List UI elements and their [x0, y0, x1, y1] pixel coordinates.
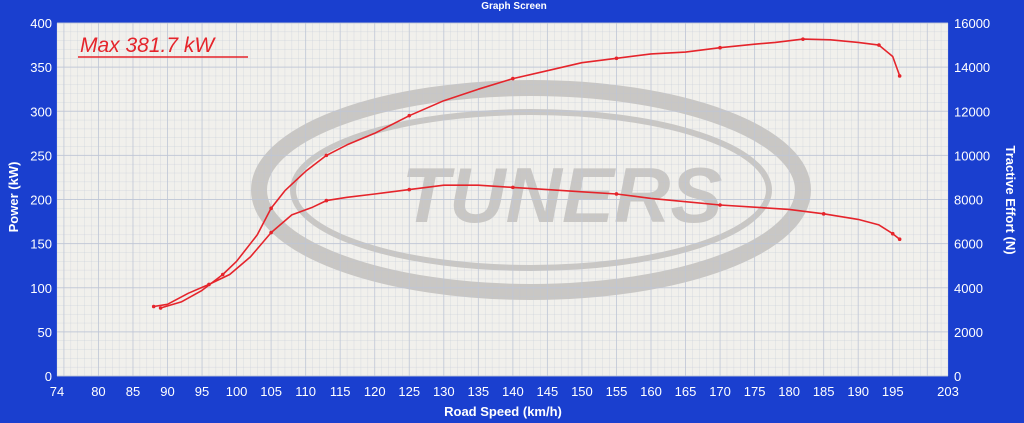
- tractive-effort-point: [151, 304, 156, 309]
- x-tick-label: 185: [813, 384, 835, 399]
- y-tick-label: 200: [30, 193, 52, 208]
- tractive-effort-point: [718, 203, 722, 207]
- x-tick-label: 120: [364, 384, 386, 399]
- y2-axis-title: Tractive Effort (N): [1003, 145, 1018, 254]
- y-tick-label: 100: [30, 281, 52, 296]
- tractive-effort-point: [207, 282, 211, 287]
- power-point: [877, 43, 881, 47]
- x-tick-label: 115: [330, 384, 351, 399]
- x-tick-label: 165: [675, 384, 697, 399]
- tractive-effort-point: [269, 230, 273, 235]
- power-point: [324, 153, 329, 158]
- y2-tick-label: 10000: [954, 148, 990, 163]
- watermark-inner-ellipse: [290, 109, 772, 271]
- y-tick-label: 50: [38, 325, 52, 340]
- x-tick-label: 90: [160, 384, 174, 399]
- x-tick-label: 100: [226, 384, 248, 399]
- x-tick-label: 95: [195, 384, 209, 399]
- x-tick-label: 105: [260, 384, 282, 399]
- x-tick-label: 125: [398, 384, 420, 399]
- power-point: [614, 56, 619, 61]
- series-line-power: [160, 38, 901, 309]
- power-point: [897, 74, 902, 78]
- tractive-effort-point: [511, 185, 515, 190]
- x-tick-label: 155: [606, 384, 628, 399]
- tractive-effort-point: [407, 187, 412, 192]
- y2-tick-label: 16000: [954, 16, 990, 31]
- x-tick-label: 160: [640, 384, 662, 399]
- x-axis-ticks: 74 80 85 90 95 100 105 110 115 120 125 130 135 140 145…: [50, 384, 959, 399]
- series-line-tractive-effort: [153, 184, 901, 308]
- window-title: Graph Screen: [481, 1, 547, 12]
- tractive-effort-point: [614, 192, 619, 196]
- y2-axis-ticks: 0 2000 4000 6000 8000 10000 12000 14000 16000: [954, 16, 990, 384]
- x-tick-label: 130: [433, 384, 455, 399]
- y2-tick-label: 14000: [954, 60, 990, 75]
- watermark-text: TUNERS: [402, 151, 723, 239]
- y2-tick-label: 8000: [954, 193, 983, 208]
- tractive-effort-point: [890, 231, 895, 236]
- y2-tick-label: 2000: [954, 325, 983, 340]
- y-axis-ticks: 0 50 100 150 200 250 300 350 400: [30, 16, 52, 384]
- power-point: [158, 306, 163, 310]
- x-tick-label: 203: [937, 384, 959, 399]
- y2-tick-label: 12000: [954, 104, 990, 119]
- y-tick-label: 350: [30, 60, 52, 75]
- y-tick-label: 250: [30, 148, 52, 163]
- watermark: TUNERS: [251, 80, 811, 300]
- tractive-effort-point: [897, 237, 902, 242]
- y2-tick-label: 6000: [954, 237, 983, 252]
- x-tick-label: 170: [709, 384, 731, 399]
- y2-tick-label: 0: [954, 369, 961, 384]
- x-tick-label: 180: [778, 384, 800, 399]
- x-axis-title: Road Speed (km/h): [444, 404, 562, 419]
- x-tick-label: 145: [537, 384, 559, 399]
- power-point: [511, 76, 515, 81]
- x-tick-label: 74: [50, 384, 64, 399]
- grid-lines: [56, 22, 949, 377]
- x-tick-label: 135: [467, 384, 489, 399]
- x-tick-label: 85: [126, 384, 140, 399]
- x-tick-label: 80: [91, 384, 105, 399]
- tractive-effort-point: [324, 198, 329, 203]
- power-point: [801, 37, 805, 41]
- power-point: [269, 206, 273, 211]
- x-tick-label: 190: [847, 384, 869, 399]
- x-tick-label: 110: [295, 384, 316, 399]
- y-axis-title: Power (kW): [6, 162, 21, 233]
- y2-tick-label: 4000: [954, 281, 983, 296]
- power-point: [718, 45, 722, 50]
- power-point: [220, 272, 225, 277]
- x-tick-label: 195: [882, 384, 904, 399]
- y-tick-label: 400: [30, 16, 52, 31]
- max-power-label: Max 381.7 kW: [80, 34, 216, 57]
- x-tick-label: 140: [502, 384, 524, 399]
- y-tick-label: 150: [30, 237, 52, 252]
- series-layer: [151, 37, 902, 310]
- y-tick-label: 300: [30, 104, 52, 119]
- power-point: [407, 113, 412, 118]
- x-tick-label: 150: [571, 384, 593, 399]
- x-tick-label: 175: [744, 384, 766, 399]
- y-tick-label: 0: [45, 369, 52, 384]
- tractive-effort-point: [821, 212, 826, 216]
